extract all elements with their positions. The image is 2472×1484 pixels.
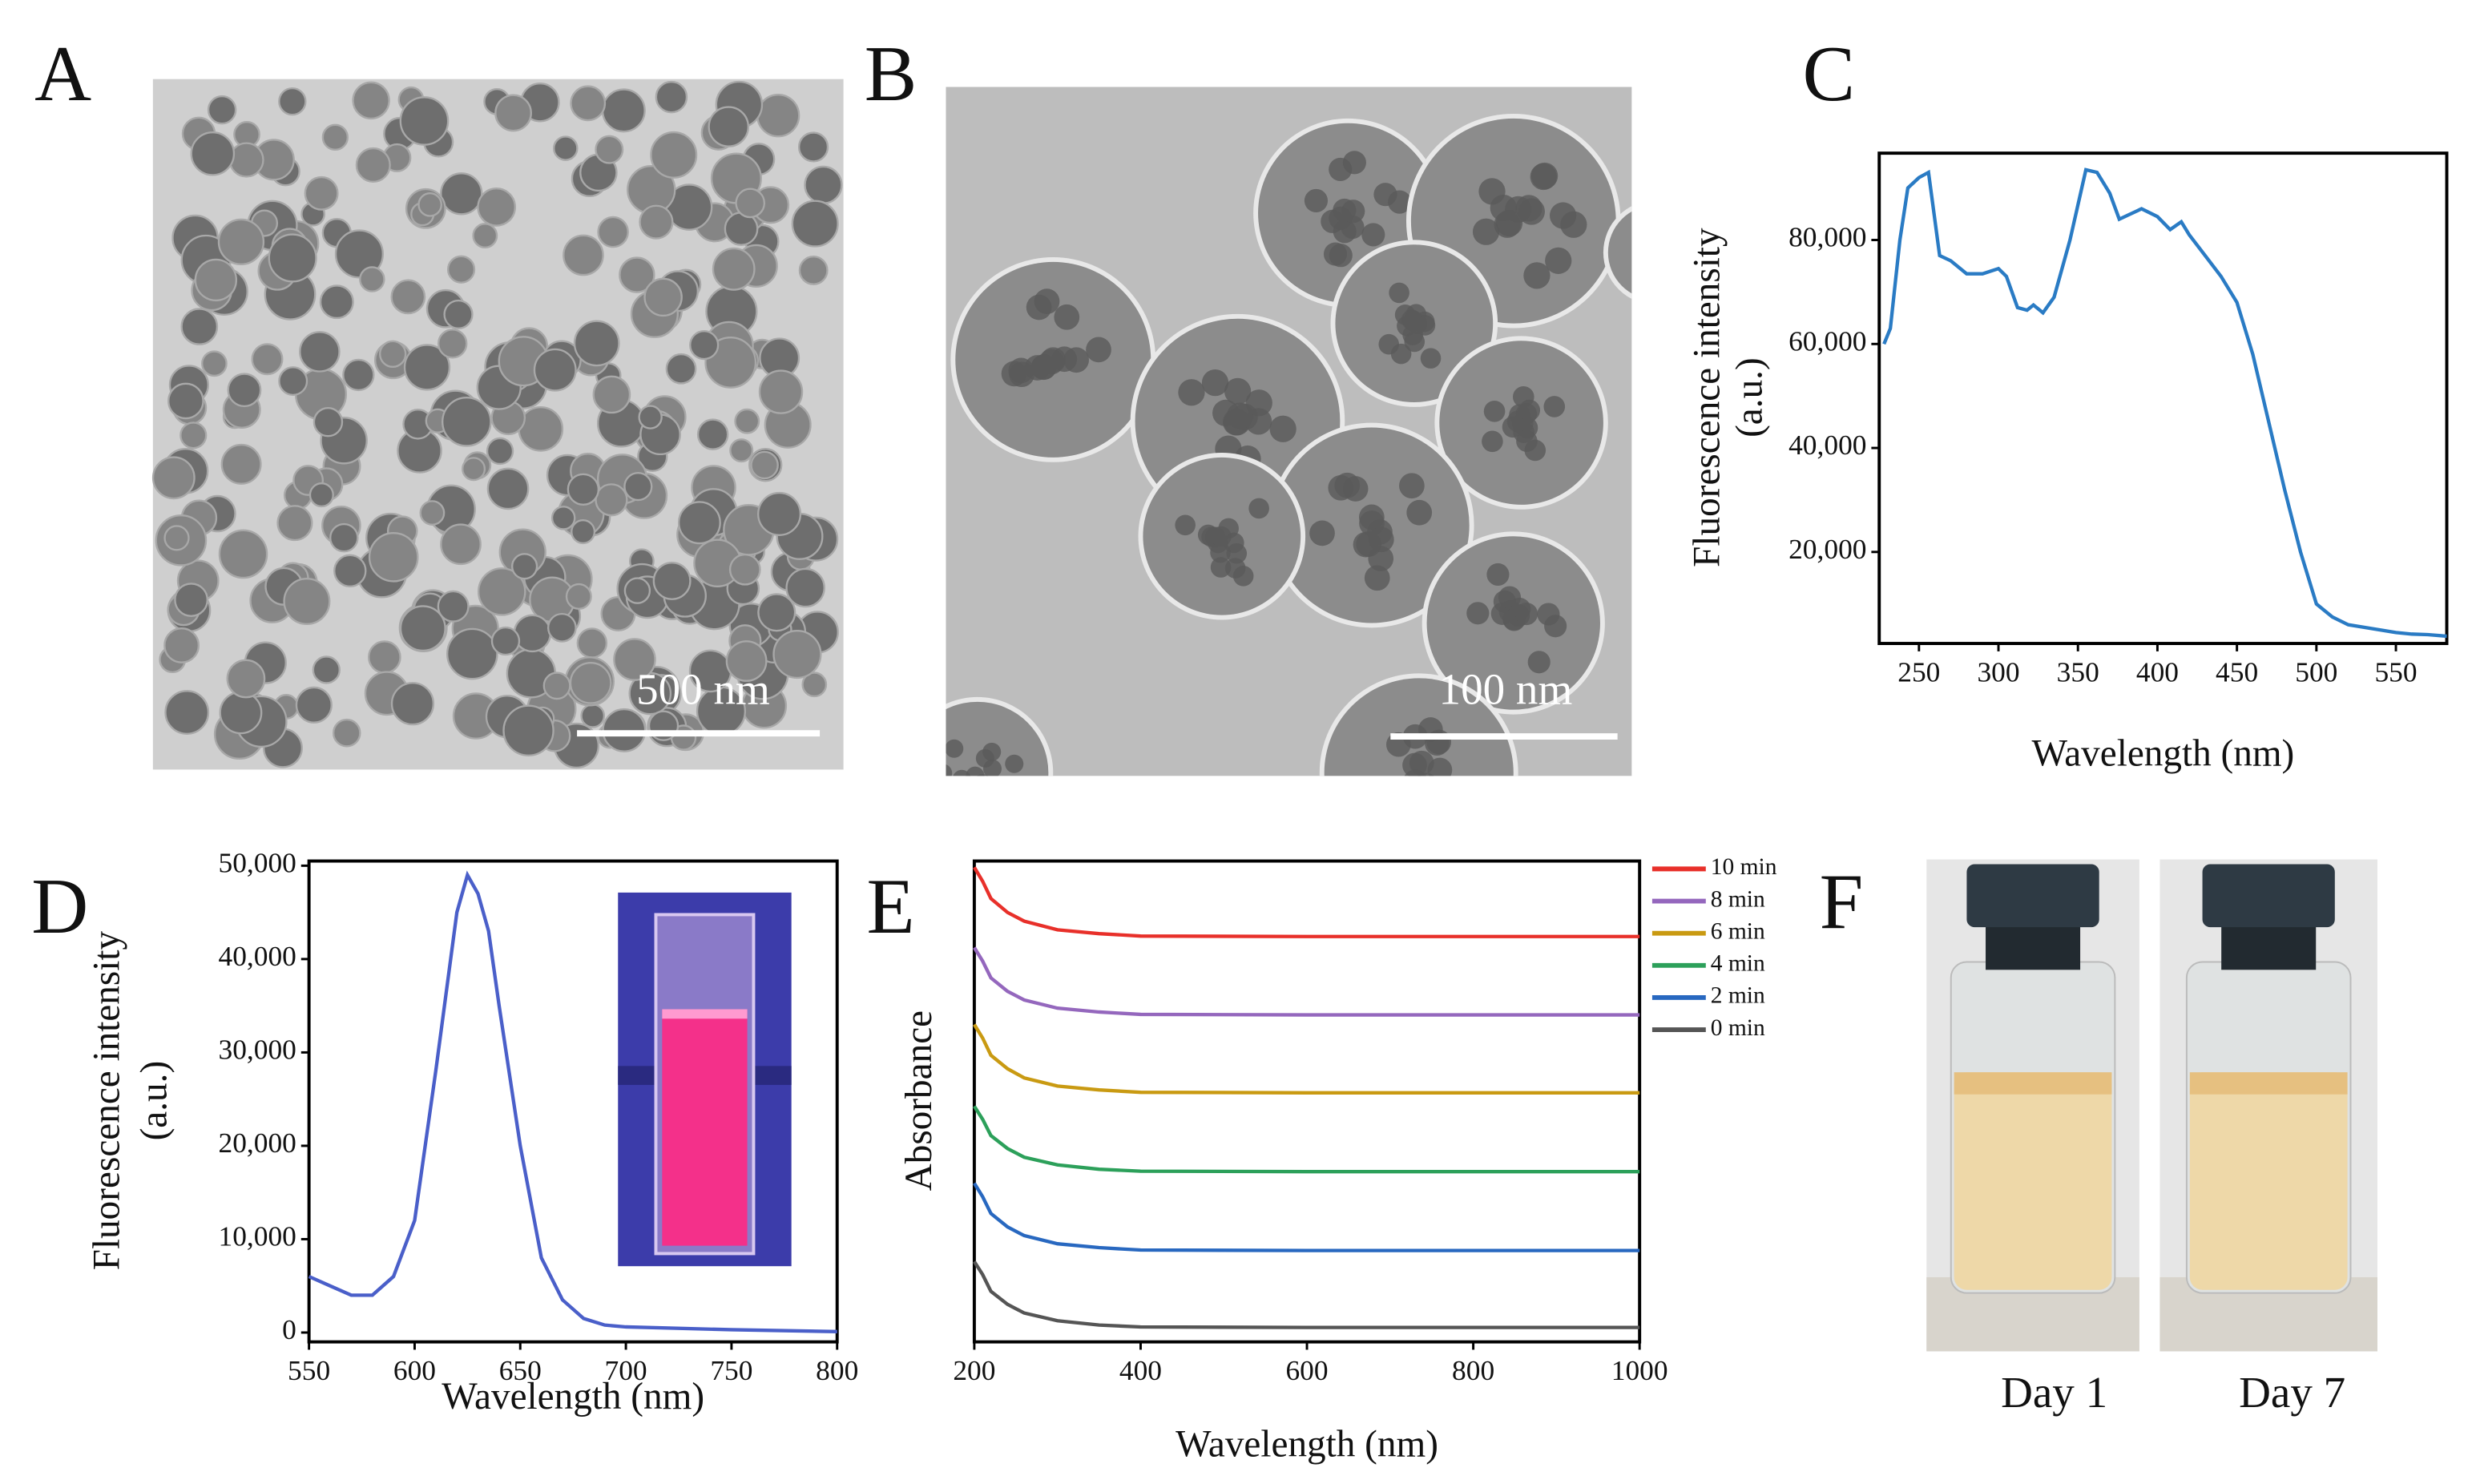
data-line bbox=[973, 866, 1640, 938]
scale-bar-label: 100 nm bbox=[1439, 665, 1573, 714]
data-line bbox=[308, 870, 837, 1333]
legend-label: 6 min bbox=[1711, 918, 1765, 944]
plot-frame bbox=[972, 859, 1642, 1344]
day-label: Day 7 bbox=[2239, 1368, 2345, 1417]
x-tick-label: 550 bbox=[2374, 656, 2417, 688]
panel-letter: C bbox=[1802, 30, 1855, 118]
x-axis-label: Wavelength (nm) bbox=[442, 1376, 704, 1417]
x-tick-label: 750 bbox=[710, 1354, 752, 1386]
legend-label: 2 min bbox=[1711, 983, 1765, 1009]
x-tick-label: 800 bbox=[816, 1354, 858, 1386]
x-tick-label: 650 bbox=[499, 1354, 542, 1386]
tem-image-a bbox=[151, 79, 844, 770]
x-tick-label: 1000 bbox=[1611, 1354, 1668, 1386]
x-tick-label: 400 bbox=[2136, 656, 2179, 688]
x-tick-label: 400 bbox=[1119, 1354, 1162, 1386]
panel-letter: B bbox=[865, 30, 917, 118]
data-line bbox=[973, 1260, 1640, 1329]
day-label: Day 1 bbox=[2001, 1368, 2107, 1417]
x-tick-label: 600 bbox=[1285, 1354, 1328, 1386]
panel-letter: A bbox=[34, 30, 91, 118]
panel-letter: D bbox=[31, 863, 88, 950]
data-line bbox=[1882, 167, 2447, 639]
data-line bbox=[973, 1105, 1640, 1174]
x-tick-label: 500 bbox=[2295, 656, 2337, 688]
y-tick-label: 20,000 bbox=[219, 1127, 296, 1159]
x-tick-label: 700 bbox=[605, 1354, 647, 1386]
y-tick-label: 10,000 bbox=[219, 1220, 296, 1252]
x-tick-label: 600 bbox=[393, 1354, 436, 1386]
y-tick-label: 60,000 bbox=[1788, 325, 1866, 357]
y-axis-label: Fluorescence intensity bbox=[1687, 228, 1728, 567]
legend-label: 0 min bbox=[1711, 1015, 1765, 1041]
data-line bbox=[973, 1182, 1640, 1252]
x-tick-label: 450 bbox=[2216, 656, 2258, 688]
y-tick-label: 40,000 bbox=[219, 940, 296, 972]
y-tick-label: 30,000 bbox=[219, 1034, 296, 1066]
plot-frame bbox=[1877, 151, 2449, 646]
tem-image-b bbox=[946, 87, 1632, 776]
data-line bbox=[973, 1023, 1640, 1095]
vial-photos bbox=[1926, 859, 2377, 1352]
x-tick-label: 300 bbox=[1977, 656, 2019, 688]
y-axis-label: (a.u.) bbox=[1729, 357, 1771, 438]
y-tick-label: 0 bbox=[282, 1313, 296, 1345]
y-tick-label: 50,000 bbox=[219, 846, 296, 878]
x-tick-label: 350 bbox=[2057, 656, 2099, 688]
x-tick-label: 200 bbox=[953, 1354, 995, 1386]
x-tick-label: 550 bbox=[288, 1354, 330, 1386]
y-axis-label: Fluorescence intensity bbox=[87, 931, 128, 1271]
x-axis-label: Wavelength (nm) bbox=[1176, 1423, 1438, 1465]
cuvette-inset bbox=[618, 892, 792, 1267]
y-tick-label: 80,000 bbox=[1788, 221, 1866, 253]
y-axis-label: (a.u.) bbox=[134, 1061, 175, 1141]
scale-bar-label: 500 nm bbox=[636, 665, 770, 714]
y-tick-label: 20,000 bbox=[1788, 533, 1866, 565]
panel-letter: F bbox=[1820, 858, 1864, 946]
y-axis-label: Absorbance bbox=[898, 1010, 940, 1191]
x-axis-label: Wavelength (nm) bbox=[2031, 733, 2294, 775]
x-tick-label: 250 bbox=[1897, 656, 1940, 688]
legend-label: 8 min bbox=[1711, 886, 1765, 912]
legend-label: 4 min bbox=[1711, 951, 1765, 977]
legend-label: 10 min bbox=[1711, 854, 1777, 880]
x-tick-label: 800 bbox=[1452, 1354, 1494, 1386]
panel-letter: E bbox=[867, 863, 915, 950]
y-tick-label: 40,000 bbox=[1788, 429, 1866, 461]
data-line bbox=[973, 946, 1640, 1017]
plot-frame bbox=[307, 859, 839, 1344]
